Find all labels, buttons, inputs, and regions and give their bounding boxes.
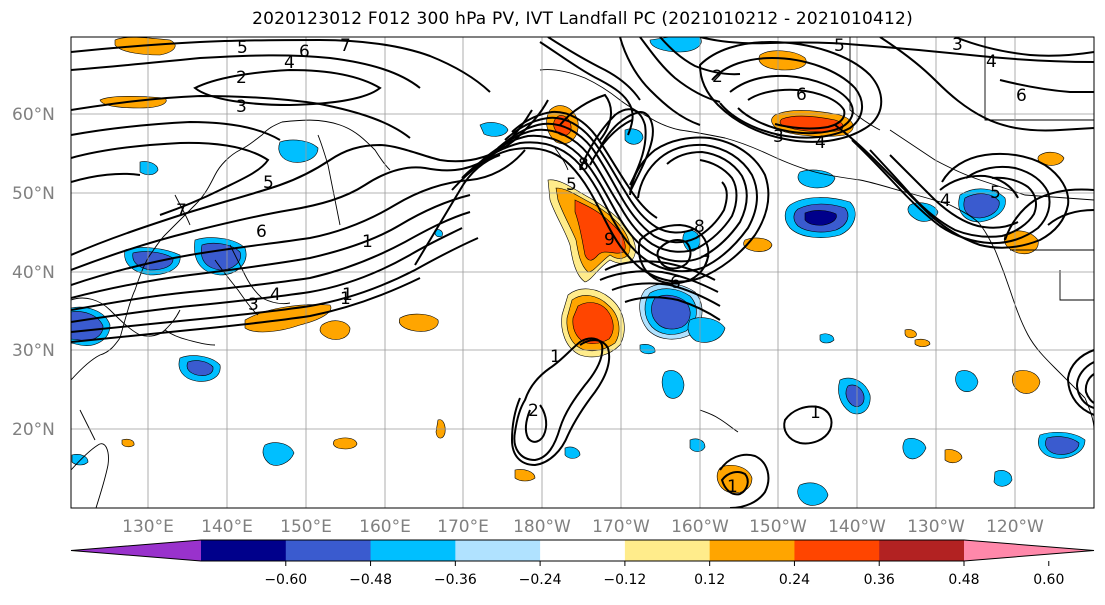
lon-label: 130°W xyxy=(907,517,965,537)
colorbar-extend-low xyxy=(71,540,201,561)
contour-label: 9 xyxy=(604,230,615,250)
contour-label: 6 xyxy=(1016,86,1027,106)
contour-label: 1 xyxy=(340,289,351,309)
contour-labels: 5 6 7 4 2 3 5 6 7 1 4 3 1 1 2 1 8 5 2 6 … xyxy=(176,35,1027,497)
map-border xyxy=(70,36,1095,509)
lon-label: 140°E xyxy=(201,517,253,537)
contour-label: 5 xyxy=(566,175,577,195)
contour-label: 8 xyxy=(694,217,705,237)
lat-label: 40°N xyxy=(12,263,55,283)
contour-label: 3 xyxy=(952,35,963,55)
contour-label: 6 xyxy=(670,273,681,293)
colorbar-swatch xyxy=(624,540,711,561)
gridlines xyxy=(71,37,1094,508)
colorbar-swatch xyxy=(285,540,372,561)
contour-label: 6 xyxy=(796,85,807,105)
contour-label: 7 xyxy=(176,201,187,221)
contour-label: 2 xyxy=(528,401,539,421)
lon-label: 150°W xyxy=(749,517,807,537)
contour-label: 4 xyxy=(940,191,951,211)
contour-label: 3 xyxy=(248,295,259,315)
colorbar-tick-label: 0.48 xyxy=(948,572,979,588)
colorbar-tick-label: −0.60 xyxy=(264,572,307,588)
contour-label: 7 xyxy=(340,36,351,56)
colorbar-tick-label: −0.24 xyxy=(519,572,562,588)
colorbar-extend-high xyxy=(964,540,1094,561)
lat-label: 50°N xyxy=(12,184,55,204)
contour-label: 8 xyxy=(578,155,589,175)
colorbar-tick-label: 0.60 xyxy=(1033,572,1064,588)
lon-label: 180°W xyxy=(513,517,571,537)
contour-label: 5 xyxy=(990,183,1001,203)
lon-label: 150°E xyxy=(280,517,332,537)
contour-label: 6 xyxy=(299,42,310,62)
contour-label: 4 xyxy=(270,285,281,305)
contour-label: 3 xyxy=(236,97,247,117)
colorbar-tick-label: −0.48 xyxy=(349,572,392,588)
colorbar-swatch xyxy=(540,540,626,561)
contour-label: 2 xyxy=(236,68,247,88)
colorbar-tick-label: −0.12 xyxy=(603,572,646,588)
contour-label: 7 xyxy=(700,253,711,273)
lon-label: 170°W xyxy=(592,517,650,537)
contour-label: 6 xyxy=(256,222,267,242)
longitude-labels: 130°E 140°E 150°E 160°E 170°E 180°W 170°… xyxy=(122,517,1044,537)
contour-label: 2 xyxy=(712,67,723,87)
colorbar-tick-label: −0.36 xyxy=(434,572,477,588)
colorbar-swatch xyxy=(794,540,880,561)
lon-label: 170°E xyxy=(437,517,489,537)
colorbar-swatch xyxy=(709,540,795,561)
colorbar-tick-label: 0.36 xyxy=(864,572,895,588)
colorbar-outline xyxy=(70,539,1095,562)
lat-label: 20°N xyxy=(12,420,55,440)
colorbar-tick-label: 0.12 xyxy=(694,572,725,588)
map-title: 2020123012 F012 300 hPa PV, IVT Landfall… xyxy=(252,9,913,29)
lat-label: 30°N xyxy=(12,341,55,361)
contour-label: 1 xyxy=(727,477,738,497)
contour-label: 1 xyxy=(550,347,561,367)
contour-label: 5 xyxy=(237,38,248,58)
contour-label: 1 xyxy=(810,403,821,423)
lat-label: 60°N xyxy=(12,105,55,125)
lon-label: 140°W xyxy=(828,517,886,537)
latitude-labels: 60°N 50°N 40°N 30°N 20°N xyxy=(12,105,55,440)
colorbar-swatch xyxy=(879,540,965,561)
contour-label: 1 xyxy=(362,232,373,252)
contour-label: 5 xyxy=(834,36,845,56)
pv-contours xyxy=(71,37,1094,508)
lon-label: 160°E xyxy=(359,517,411,537)
colorbar-swatch xyxy=(455,540,541,561)
coastlines xyxy=(71,37,1094,508)
contour-label: 4 xyxy=(986,52,997,72)
contour-label: 5 xyxy=(263,173,274,193)
lon-label: 160°W xyxy=(671,517,729,537)
contour-label: 3 xyxy=(773,127,784,147)
contour-label: 1 xyxy=(342,285,353,305)
colorbar-tick-label: 0.24 xyxy=(779,572,810,588)
contour-label: 4 xyxy=(284,53,295,73)
lon-label: 130°E xyxy=(122,517,174,537)
lon-label: 120°W xyxy=(986,517,1044,537)
colorbar-swatch xyxy=(201,540,287,561)
contour-label: 4 xyxy=(815,133,826,153)
colorbar: −0.60 −0.48 −0.36 −0.24 −0.12 0.12 0.24 0.36 0.4… xyxy=(70,539,1095,588)
colorbar-swatch xyxy=(370,540,456,561)
